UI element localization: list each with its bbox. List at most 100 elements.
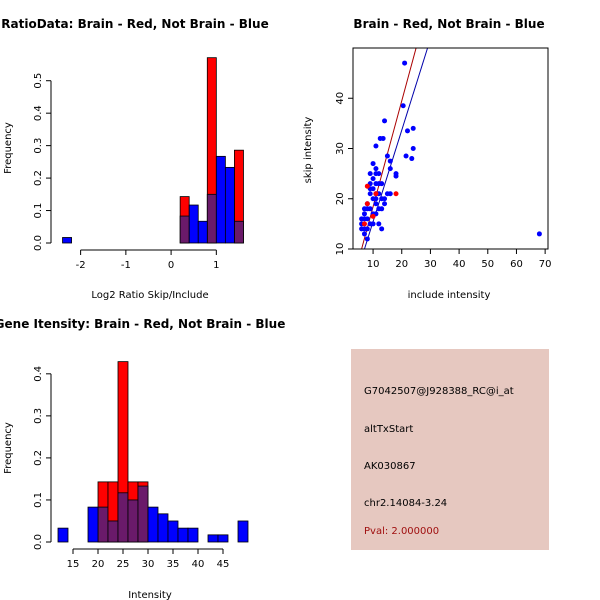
intensity-hist-x-tick-label: 15	[67, 559, 80, 570]
brain-point	[393, 191, 399, 197]
not-brain-point	[387, 191, 393, 197]
intensity-hist-bar-not-brain	[207, 534, 219, 543]
scatter-y-label: skip intensity	[303, 117, 314, 184]
not-brain-point	[376, 221, 382, 227]
ratio-hist-x-tick-label: 0	[168, 260, 174, 271]
accession: AK030867	[364, 461, 416, 472]
scatter-x-tick-label: 50	[481, 259, 494, 270]
not-brain-point	[403, 153, 409, 159]
intensity-hist-bar-overlap	[97, 506, 109, 543]
not-brain-point	[404, 128, 410, 134]
not-brain-point	[387, 166, 393, 172]
not-brain-point	[367, 206, 373, 212]
brain-point	[370, 213, 376, 219]
not-brain-point	[373, 166, 379, 172]
ratio-hist-y-tick-label: 0.3	[33, 138, 44, 154]
intensity-hist-y-tick-label: 0.1	[33, 492, 44, 508]
not-brain-point	[364, 226, 370, 232]
info-panel: G7042507@J928388_RC@i_at altTxStart AK03…	[351, 349, 549, 550]
ratio-hist-y-tick-label: 0.4	[33, 105, 44, 121]
scatter-x-label: include intensity	[408, 290, 491, 301]
not-brain-point	[359, 226, 365, 232]
event-type: altTxStart	[364, 424, 414, 435]
intensity-hist-bar-not-brain	[177, 527, 189, 543]
not-brain-point	[384, 153, 390, 159]
intensity-hist-bar-not-brain	[217, 534, 229, 543]
scatter-y-tick-label: 30	[335, 142, 346, 155]
not-brain-point	[410, 146, 416, 151]
ratio-hist-y-label: Frequency	[3, 122, 14, 174]
scatter-title: Brain - Red, Not Brain - Blue	[353, 17, 544, 31]
scatter-x-tick-label: 60	[510, 259, 523, 270]
scatter-x-tick-label: 10	[367, 259, 380, 270]
intensity-hist-bar-not-brain	[147, 506, 159, 543]
not-brain-point	[393, 173, 399, 179]
not-brain-point	[377, 135, 383, 141]
not-brain-point	[361, 211, 367, 217]
scatter-marks	[359, 48, 542, 249]
not-brain-point	[402, 60, 408, 66]
genomic-location: chr2.14084-3.24	[364, 498, 448, 509]
brain-point	[364, 183, 370, 189]
not-brain-point	[361, 206, 367, 212]
ratio-hist-bar-not-brain	[62, 237, 72, 244]
intensity-hist-y-tick-label: 0.3	[33, 408, 44, 424]
ratio-hist-bar-not-brain	[188, 204, 199, 244]
not-brain-point	[364, 216, 370, 222]
intensity-hist-bar-overlap	[127, 499, 139, 543]
not-brain-point	[387, 158, 393, 164]
intensity-hist-bar-overlap	[107, 520, 119, 543]
not-brain-point	[379, 181, 385, 187]
not-brain-point	[370, 221, 376, 227]
scatter-x-tick-label: 40	[453, 259, 466, 270]
not-brain-point	[382, 201, 388, 207]
intensity-hist-bar-not-brain	[157, 513, 169, 543]
intensity-hist-x-tick-label: 35	[167, 559, 180, 570]
intensity-hist-y-tick-label: 0.2	[33, 450, 44, 466]
intensity-hist-y-tick-label: 0.0	[33, 534, 44, 550]
not-brain-point	[373, 171, 379, 177]
intensity-hist-bar-not-brain	[167, 520, 179, 543]
intensity-hist-bar-overlap	[137, 485, 149, 543]
scatter-y-tick-label: 20	[335, 192, 346, 205]
intensity-hist-bar-not-brain	[237, 520, 249, 543]
pval-text: Pval: 2.000000	[364, 526, 440, 537]
brain-point	[364, 201, 370, 207]
not-brain-point	[382, 196, 388, 202]
ratio-hist-title: RatioData: Brain - Red, Not Brain - Blue	[1, 17, 268, 31]
not-brain-point	[367, 191, 373, 197]
scatter-plot-box	[352, 47, 549, 250]
intensity-hist-bar-not-brain	[187, 527, 199, 543]
intensity-hist-y-tick-label: 0.4	[33, 366, 44, 382]
ratio-hist-bar-overlap	[206, 193, 217, 244]
not-brain-fit-line	[363, 48, 429, 249]
not-brain-point	[367, 171, 373, 177]
not-brain-point	[370, 176, 376, 182]
ratio-hist-y-tick-label: 0.5	[33, 73, 44, 89]
ratio-hist-y-tick-label: 0.2	[33, 170, 44, 186]
ratio-hist-bar-not-brain	[215, 155, 226, 244]
scatter-x-tick-label: 30	[424, 259, 437, 270]
probe-id: G7042507@J928388_RC@i_at	[364, 386, 514, 397]
intensity-hist-x-tick-label: 45	[217, 559, 230, 570]
not-brain-point	[536, 231, 542, 237]
not-brain-point	[379, 206, 385, 212]
ratio-hist-x-tick-label: -2	[76, 260, 86, 271]
intensity-hist-y-label: Frequency	[3, 422, 14, 474]
not-brain-point	[400, 103, 406, 109]
scatter-y-tick-label: 40	[335, 92, 346, 105]
not-brain-point	[364, 236, 370, 242]
intensity-hist-x-tick-label: 30	[142, 559, 155, 570]
brain-point	[361, 221, 367, 227]
intensity-hist-x-label: Intensity	[128, 590, 172, 600]
ratio-hist-x-tick-label: 1	[213, 260, 219, 271]
not-brain-point	[410, 125, 416, 131]
ratio-hist-y-tick-label: 0.1	[33, 203, 44, 219]
intensity-hist-x-tick-label: 25	[117, 559, 130, 570]
intensity-hist-bar-not-brain	[87, 506, 99, 543]
intensity-hist-x-tick-label: 20	[92, 559, 105, 570]
not-brain-point	[370, 161, 376, 167]
intensity-hist-bar-not-brain	[57, 527, 69, 543]
